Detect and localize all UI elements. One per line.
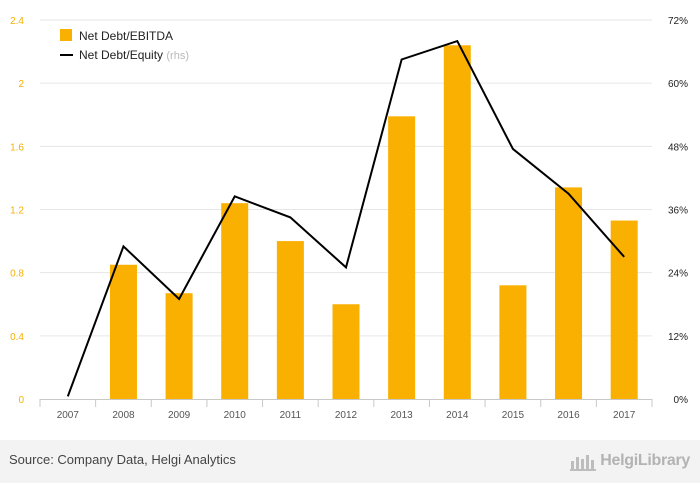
- brand-name: HelgiLibrary: [600, 452, 690, 469]
- grid-layer: [40, 19, 652, 337]
- bar: [276, 241, 304, 399]
- source-note: Source: Company Data, Helgi Analytics: [9, 452, 236, 467]
- x-tick-label: 2016: [557, 410, 580, 421]
- x-tick-label: 2008: [112, 410, 135, 421]
- bar: [109, 264, 137, 399]
- x-tick-label: 2011: [280, 410, 302, 421]
- legend-swatch-bar: [60, 29, 72, 41]
- bar: [332, 304, 360, 399]
- y-right-tick-label: 48%: [668, 142, 688, 153]
- bar: [165, 293, 193, 399]
- y-right-tick-label: 60%: [668, 79, 688, 90]
- y-left-tick-label: 2.4: [10, 16, 24, 27]
- y-left-tick-label: 1.2: [10, 206, 24, 217]
- axis-layer: 0 0.4 0.8 1.2 1.6 2 2.4 0% 12% 24% 36% 48% 60% 72% 200…: [10, 16, 688, 421]
- bar: [388, 116, 416, 400]
- x-tick-label: 2009: [168, 410, 191, 421]
- line-layer: [66, 39, 625, 397]
- y-right-tick-label: 36%: [668, 206, 688, 217]
- y-left-tick-label: 1.6: [10, 142, 24, 153]
- y-left-tick-label: 2: [18, 79, 24, 90]
- y-right-tick-label: 12%: [668, 332, 688, 343]
- bar: [443, 45, 471, 400]
- y-left-tick-label: 0.4: [10, 332, 24, 343]
- legend-label: Net Debt/Equity (rhs): [79, 48, 189, 62]
- x-tick-label: 2015: [502, 410, 525, 421]
- legend-label: Net Debt/EBITDA: [79, 29, 173, 43]
- y-right-tick-label: 0%: [674, 395, 689, 406]
- x-tick-label: 2014: [446, 410, 469, 421]
- y-left-tick-label: 0.8: [10, 269, 24, 280]
- y-left-tick-label: 0: [18, 395, 24, 406]
- bar: [499, 285, 527, 399]
- legend-rhs-note: (rhs): [166, 50, 189, 62]
- bar: [555, 187, 583, 399]
- x-tick-label: 2010: [224, 410, 247, 421]
- y-right-tick-label: 72%: [668, 16, 688, 27]
- x-tick-label: 2012: [335, 410, 358, 421]
- library-icon: [570, 455, 597, 471]
- bar: [221, 203, 249, 399]
- x-tick-label: 2013: [391, 410, 414, 421]
- bars-layer: [109, 45, 638, 400]
- y-right-tick-label: 24%: [668, 269, 688, 280]
- footer: Source: Company Data, Helgi Analytics He…: [0, 440, 700, 483]
- legend: Net Debt/EBITDA Net Debt/Equity (rhs): [60, 29, 189, 62]
- x-tick-label: 2017: [613, 410, 636, 421]
- chart-svg: 0 0.4 0.8 1.2 1.6 2 2.4 0% 12% 24% 36% 48% 60% 72% 200…: [10, 16, 688, 421]
- bar: [610, 220, 638, 399]
- series-line: [66, 39, 625, 397]
- brand-logo: HelgiLibrary: [570, 450, 690, 472]
- x-tick-label: 2007: [57, 410, 80, 421]
